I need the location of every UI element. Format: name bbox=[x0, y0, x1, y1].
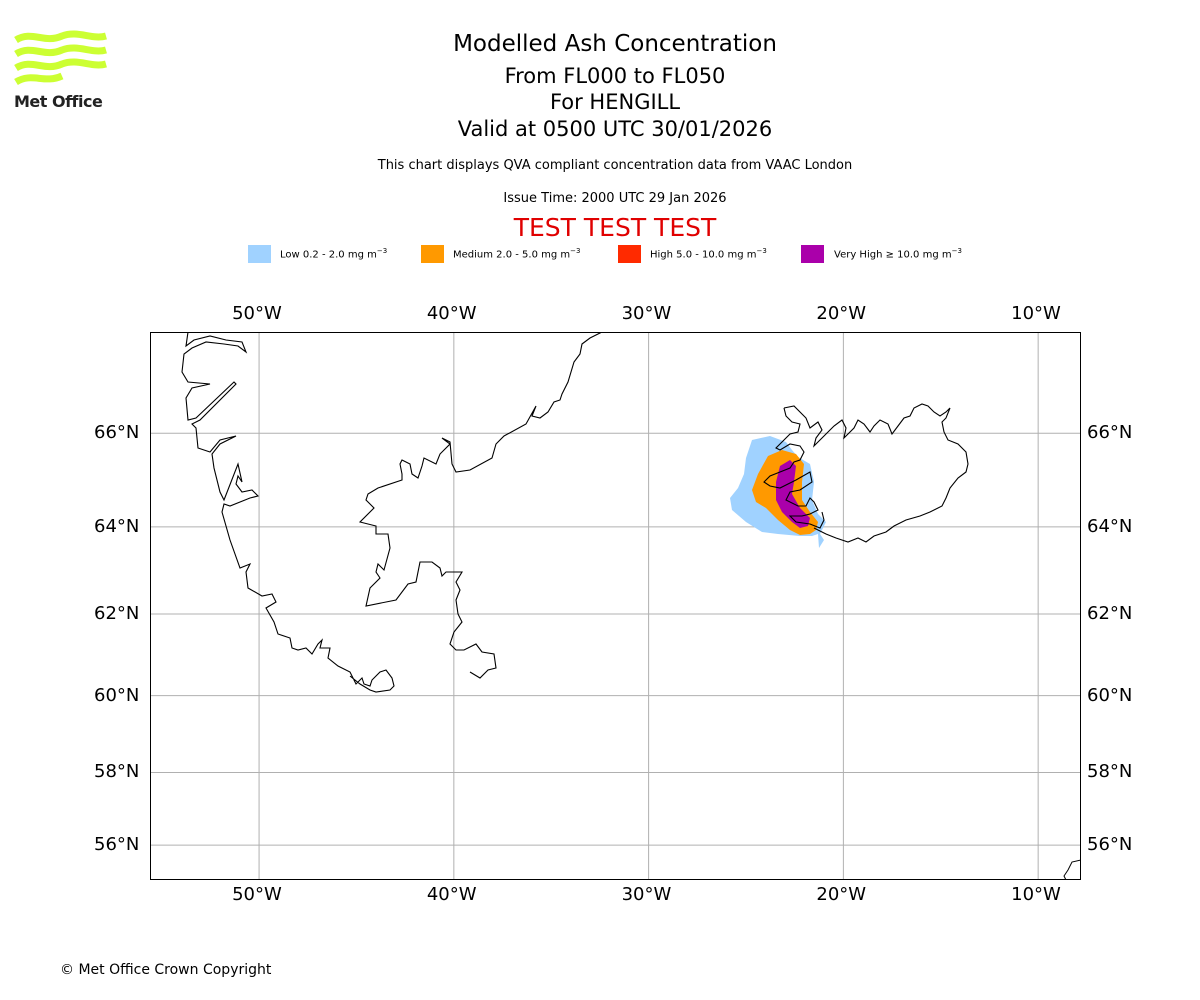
plume-very-high bbox=[776, 460, 810, 528]
ash-plume bbox=[730, 436, 826, 548]
chart-title: Modelled Ash Concentration bbox=[453, 31, 777, 57]
lat-tick-label-left: 60°N bbox=[94, 684, 140, 706]
lat-tick-label-left: 62°N bbox=[94, 603, 140, 625]
lat-tick-label-right: 64°N bbox=[1087, 515, 1133, 537]
legend-label-very-high: Very High ≥ 10.0 mg m bbox=[834, 249, 952, 261]
copyright: © Met Office Crown Copyright bbox=[60, 962, 272, 978]
lat-tick-label-right: 60°N bbox=[1087, 684, 1133, 706]
map-plot[interactable] bbox=[150, 332, 1081, 880]
lat-tick-label-left: 64°N bbox=[94, 515, 140, 537]
coastlines bbox=[181, 332, 969, 693]
met-office-logo-icon bbox=[14, 30, 107, 86]
lon-tick-label-top: 10°W bbox=[1011, 303, 1061, 324]
coastline-iceland-west bbox=[763, 407, 825, 529]
logo-text: Met Office bbox=[14, 92, 103, 111]
coastline-greenland-east bbox=[358, 332, 603, 679]
issue-time: Issue Time: 2000 UTC 29 Jan 2026 bbox=[503, 191, 727, 206]
legend-swatch-medium bbox=[421, 245, 444, 263]
legend-label-high: High 5.0 - 10.0 mg m bbox=[650, 249, 757, 261]
legend-label-medium: Medium 2.0 - 5.0 mg m bbox=[453, 249, 571, 261]
lat-tick-label-right: 58°N bbox=[1087, 761, 1133, 783]
test-banner: TEST TEST TEST bbox=[513, 213, 717, 242]
map-frame bbox=[150, 332, 1081, 880]
volcano-name: For HENGILL bbox=[549, 90, 681, 114]
lon-tick-label-top: 40°W bbox=[426, 303, 477, 324]
gridlines bbox=[150, 332, 1081, 880]
lon-tick-label-bottom: 20°W bbox=[816, 884, 867, 905]
description: This chart displays QVA compliant concen… bbox=[377, 158, 853, 173]
valid-time: Valid at 0500 UTC 30/01/2026 bbox=[457, 117, 773, 141]
lon-tick-label-bottom: 30°W bbox=[621, 884, 672, 905]
lon-tick-label-bottom: 50°W bbox=[232, 884, 282, 905]
flight-levels: From FL000 to FL050 bbox=[504, 64, 726, 88]
coastline-greenland-west bbox=[181, 332, 395, 693]
lon-tick-label-top: 50°W bbox=[232, 303, 282, 324]
lat-tick-label-right: 56°N bbox=[1087, 834, 1133, 856]
legend-swatch-very-high bbox=[801, 245, 824, 263]
legend-swatch-low bbox=[248, 245, 271, 263]
lon-tick-label-bottom: 40°W bbox=[426, 884, 477, 905]
lat-tick-label-right: 62°N bbox=[1087, 603, 1133, 625]
lon-tick-label-top: 20°W bbox=[816, 303, 867, 324]
lat-tick-label-left: 58°N bbox=[94, 761, 140, 783]
coastline-scotland bbox=[1063, 859, 1081, 880]
lat-tick-label-left: 66°N bbox=[94, 422, 140, 444]
lat-tick-label-right: 66°N bbox=[1087, 422, 1133, 444]
legend-swatch-high bbox=[618, 245, 641, 263]
coastline-iceland bbox=[783, 403, 969, 543]
lon-tick-label-bottom: 10°W bbox=[1011, 884, 1061, 905]
legend-label-low: Low 0.2 - 2.0 mg m bbox=[280, 249, 377, 261]
lon-tick-label-top: 30°W bbox=[621, 303, 672, 324]
lat-tick-label-left: 56°N bbox=[94, 834, 140, 856]
